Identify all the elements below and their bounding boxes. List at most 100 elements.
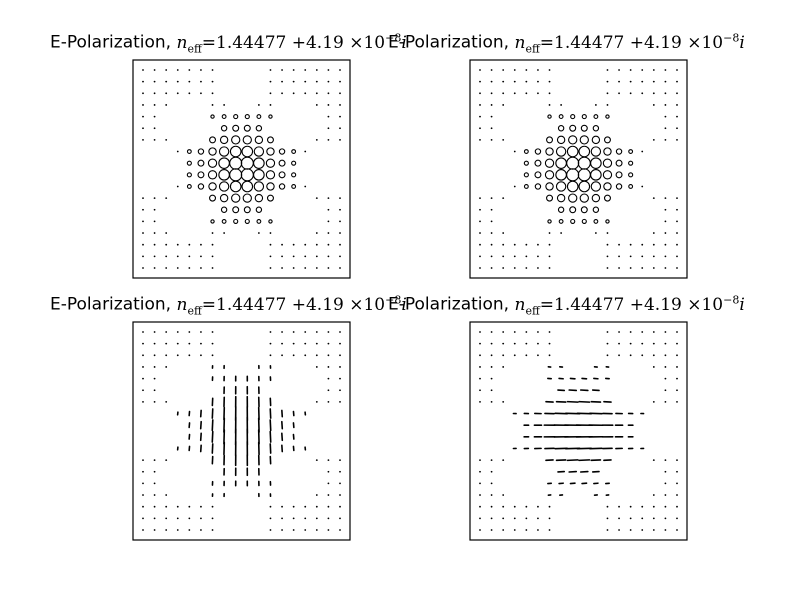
field-ring bbox=[209, 183, 216, 190]
field-dot bbox=[200, 331, 202, 333]
field-dot bbox=[212, 343, 214, 345]
field-dot bbox=[154, 221, 156, 223]
field-dot bbox=[177, 517, 179, 519]
field-dot bbox=[293, 69, 295, 71]
field-ring bbox=[593, 207, 598, 212]
field-dot bbox=[502, 331, 504, 333]
field-dot bbox=[270, 506, 272, 508]
field-dot bbox=[514, 92, 516, 94]
field-dot bbox=[316, 197, 318, 199]
field-dot bbox=[514, 529, 516, 531]
field-dot bbox=[281, 529, 283, 531]
field-dot bbox=[154, 389, 156, 391]
field-dot bbox=[281, 343, 283, 345]
field-dot bbox=[479, 232, 481, 234]
field-dot bbox=[270, 255, 272, 257]
field-dot bbox=[525, 517, 527, 519]
field-ring bbox=[558, 207, 563, 212]
field-ring bbox=[582, 115, 586, 119]
field-dot bbox=[339, 116, 341, 118]
field-dot bbox=[549, 69, 551, 71]
field-dot bbox=[154, 232, 156, 234]
field-ring bbox=[616, 160, 622, 166]
field-ring bbox=[569, 136, 577, 144]
field-dot bbox=[525, 244, 527, 246]
field-dot bbox=[316, 92, 318, 94]
field-dot bbox=[142, 116, 144, 118]
field-dot bbox=[270, 69, 272, 71]
field-dot bbox=[514, 331, 516, 333]
field-dot bbox=[479, 389, 481, 391]
field-dot bbox=[607, 92, 609, 94]
field-dot bbox=[607, 529, 609, 531]
field-ring bbox=[559, 115, 563, 119]
field-dot bbox=[304, 267, 306, 269]
field-ring bbox=[535, 172, 541, 178]
field-dot bbox=[154, 378, 156, 380]
field-dot bbox=[514, 517, 516, 519]
field-dot bbox=[514, 244, 516, 246]
field-dot bbox=[676, 267, 678, 269]
field-dot bbox=[502, 197, 504, 199]
field-ring bbox=[244, 125, 250, 131]
field-dot bbox=[491, 127, 493, 129]
field-dot bbox=[328, 69, 330, 71]
field-dot bbox=[491, 483, 493, 485]
field-dot bbox=[223, 104, 225, 106]
field-dot bbox=[200, 69, 202, 71]
field-dot bbox=[502, 139, 504, 141]
field-dot bbox=[281, 69, 283, 71]
field-ring bbox=[279, 160, 285, 166]
field-dot bbox=[339, 232, 341, 234]
field-dot bbox=[491, 209, 493, 211]
field-dot bbox=[304, 92, 306, 94]
field-dot bbox=[142, 517, 144, 519]
field-dot bbox=[165, 331, 167, 333]
field-dot bbox=[188, 255, 190, 257]
field-dot bbox=[339, 244, 341, 246]
field-dot bbox=[653, 517, 655, 519]
field-dot bbox=[177, 255, 179, 257]
field-ring bbox=[591, 170, 602, 181]
field-dot bbox=[328, 209, 330, 211]
field-dot bbox=[549, 92, 551, 94]
field-dot bbox=[618, 69, 620, 71]
field-ring bbox=[187, 161, 191, 165]
field-dot bbox=[653, 331, 655, 333]
field-dot bbox=[212, 81, 214, 83]
field-dot bbox=[142, 483, 144, 485]
field-dot bbox=[304, 81, 306, 83]
field-dot bbox=[630, 506, 632, 508]
field-ring bbox=[187, 173, 191, 177]
field-ring bbox=[198, 160, 204, 166]
field-panel-bottom-right bbox=[470, 322, 687, 540]
field-dot bbox=[676, 127, 678, 129]
field-dot bbox=[154, 331, 156, 333]
field-dot bbox=[328, 104, 330, 106]
field-dot bbox=[142, 494, 144, 496]
field-dot bbox=[328, 354, 330, 356]
field-dot bbox=[618, 267, 620, 269]
field-dot bbox=[549, 104, 551, 106]
field-ring bbox=[220, 136, 227, 143]
field-dot bbox=[665, 255, 667, 257]
field-dot bbox=[142, 459, 144, 461]
field-dot bbox=[304, 529, 306, 531]
field-dot bbox=[339, 389, 341, 391]
field-ring bbox=[254, 182, 263, 191]
field-dot bbox=[293, 255, 295, 257]
field-dot bbox=[339, 343, 341, 345]
field-dot bbox=[188, 92, 190, 94]
field-dot bbox=[549, 255, 551, 257]
field-dot bbox=[491, 267, 493, 269]
field-dot bbox=[502, 343, 504, 345]
field-dot bbox=[177, 92, 179, 94]
field-dot bbox=[514, 186, 516, 188]
field-ring bbox=[211, 115, 214, 118]
field-dot bbox=[154, 529, 156, 531]
field-ring bbox=[593, 126, 598, 131]
field-ring bbox=[257, 115, 261, 119]
field-dot bbox=[165, 92, 167, 94]
field-dot bbox=[630, 343, 632, 345]
field-ring bbox=[567, 157, 579, 169]
